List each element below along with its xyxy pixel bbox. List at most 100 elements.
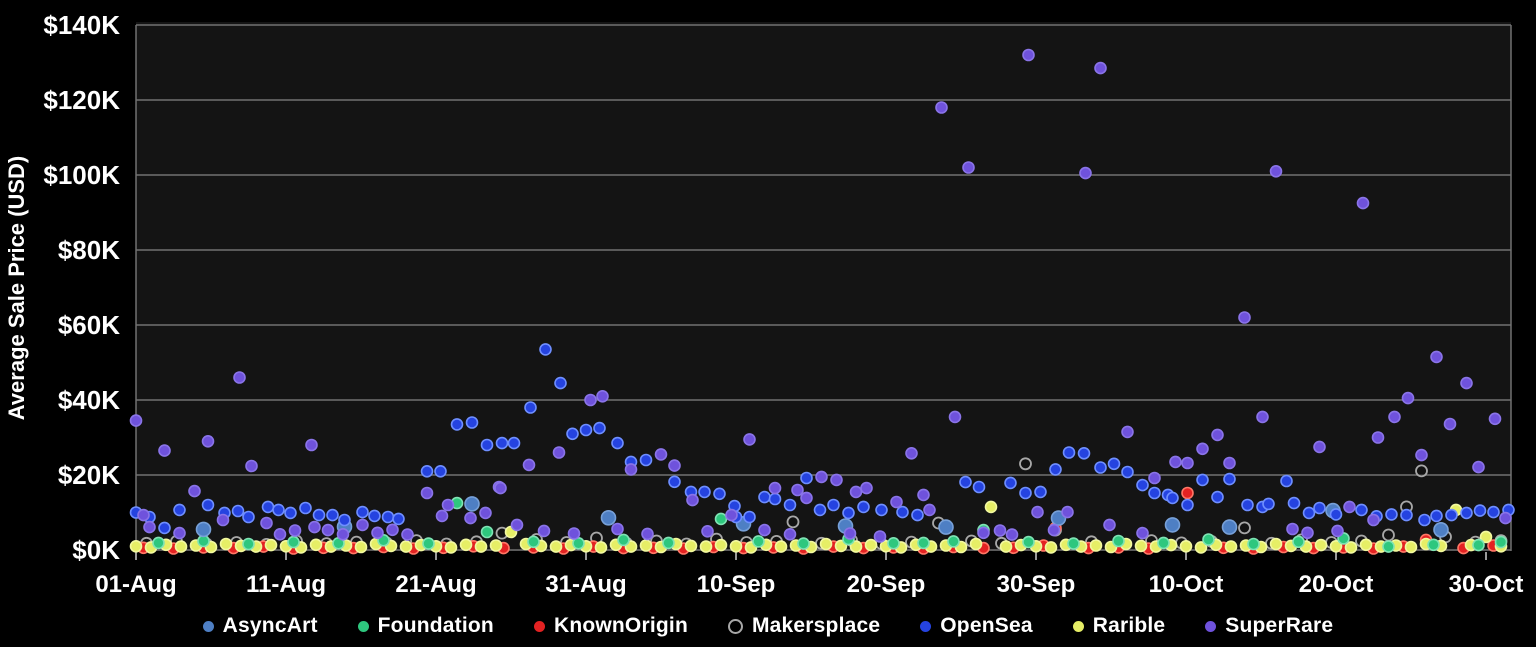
data-point-superrare	[611, 522, 624, 536]
data-point-opensea	[1460, 506, 1473, 520]
data-point-rarible	[999, 540, 1013, 553]
data-point-superrare	[783, 527, 797, 541]
data-point-superrare	[977, 526, 990, 540]
data-point-superrare	[173, 526, 186, 540]
legend-item-superrare[interactable]: SuperRare	[1205, 614, 1333, 638]
data-point-superrare	[1238, 311, 1251, 324]
data-point-foundation	[662, 536, 675, 550]
data-point-superrare	[686, 493, 699, 507]
data-point-foundation	[797, 537, 810, 550]
data-point-makersplace	[1382, 528, 1395, 542]
data-point-superrare	[1103, 518, 1116, 532]
data-point-superrare	[420, 486, 434, 500]
data-point-superrare	[464, 511, 477, 525]
y-tick-label: $40K	[58, 385, 120, 415]
data-point-opensea	[566, 427, 579, 441]
data-point-foundation	[480, 525, 494, 539]
legend-item-opensea[interactable]: OpenSea	[920, 614, 1033, 638]
data-point-superrare	[641, 527, 654, 541]
data-point-superrare	[1367, 513, 1380, 527]
data-point-superrare	[800, 491, 813, 505]
legend-marker-makersplace	[727, 618, 743, 634]
x-tick-label: 30-Sep	[997, 571, 1076, 598]
data-point-rarible	[684, 539, 698, 553]
data-point-opensea	[1196, 473, 1209, 487]
legend-item-foundation[interactable]: Foundation	[357, 614, 494, 638]
data-point-superrare	[962, 161, 975, 174]
data-point-makersplace	[786, 515, 800, 529]
data-point-opensea	[1302, 506, 1316, 520]
y-tick-label: $0K	[72, 535, 120, 565]
legend-item-asyncart[interactable]: AsyncArt	[202, 614, 318, 638]
data-point-foundation	[1202, 533, 1215, 546]
data-point-opensea	[299, 501, 312, 515]
data-point-superrare	[873, 530, 887, 543]
data-point-superrare	[1343, 500, 1356, 514]
data-point-superrare	[321, 523, 335, 537]
data-point-superrare	[905, 446, 918, 460]
legend-item-knownorigin[interactable]: KnownOrigin	[533, 614, 688, 638]
data-point-opensea	[495, 436, 509, 450]
y-tick-label: $80K	[58, 235, 120, 265]
legend-label-superrare: SuperRare	[1225, 614, 1334, 637]
data-point-rarible	[639, 539, 653, 552]
data-point-superrare	[158, 444, 171, 457]
data-point-foundation	[1247, 537, 1260, 551]
data-point-makersplace	[1019, 457, 1032, 471]
data-point-superrare	[567, 527, 581, 540]
data-point-superrare	[188, 484, 201, 498]
data-point-opensea	[1077, 446, 1091, 460]
legend-marker-foundation	[357, 620, 369, 632]
data-point-superrare	[830, 473, 843, 487]
data-point-opensea	[1487, 505, 1500, 519]
data-point-superrare	[216, 513, 230, 527]
data-point-superrare	[522, 458, 536, 472]
data-point-rarible	[1359, 538, 1373, 552]
data-point-superrare	[1371, 431, 1385, 444]
data-point-foundation	[887, 536, 900, 550]
y-tick-label: $120K	[43, 85, 120, 115]
data-point-superrare	[273, 527, 287, 541]
legend-marker-opensea	[920, 620, 932, 632]
data-point-opensea	[392, 512, 405, 526]
plot-area	[136, 22, 1511, 551]
data-point-rarible	[309, 538, 323, 552]
legend-item-makersplace[interactable]: Makersplace	[727, 614, 880, 638]
data-point-rarible	[1089, 539, 1103, 552]
data-point-opensea	[201, 498, 215, 512]
data-point-superrare	[201, 434, 215, 448]
data-point-opensea	[1094, 461, 1107, 474]
legend-label-rarible: Rarible	[1092, 614, 1166, 637]
data-point-asyncart	[938, 519, 954, 535]
data-point-opensea	[827, 498, 840, 512]
data-point-superrare	[1331, 524, 1344, 538]
data-point-rarible	[774, 540, 788, 553]
data-point-superrare	[1356, 196, 1370, 210]
data-point-opensea	[356, 505, 369, 519]
data-point-opensea	[1062, 446, 1076, 459]
data-point-rarible	[729, 539, 743, 553]
data-point-opensea	[972, 480, 986, 494]
data-point-superrare	[743, 433, 756, 446]
data-point-superrare	[260, 516, 273, 530]
data-point-opensea	[875, 503, 888, 517]
data-point-superrare	[1079, 166, 1092, 180]
data-point-foundation	[947, 535, 960, 548]
data-point-superrare	[305, 438, 318, 452]
data-point-superrare	[288, 524, 302, 537]
data-point-rarible	[819, 537, 833, 551]
data-point-superrare	[552, 446, 566, 459]
data-point-rarible	[1344, 541, 1358, 554]
data-point-opensea	[381, 510, 395, 524]
data-point-foundation	[1157, 536, 1170, 550]
data-point-rarible	[489, 539, 503, 552]
x-tick-label: 31-Aug	[545, 571, 626, 598]
data-point-superrare	[537, 524, 551, 538]
data-point-foundation	[714, 512, 728, 526]
legend-item-rarible[interactable]: Rarible	[1072, 614, 1166, 638]
data-point-opensea	[842, 506, 855, 520]
data-point-rarible	[399, 540, 413, 553]
data-point-superrare	[993, 524, 1007, 537]
data-point-rarible	[474, 540, 488, 553]
data-point-superrare	[510, 518, 524, 532]
